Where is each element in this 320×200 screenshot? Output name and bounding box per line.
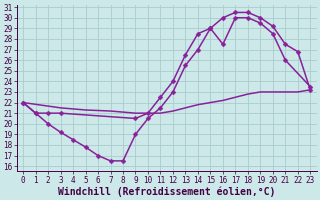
X-axis label: Windchill (Refroidissement éolien,°C): Windchill (Refroidissement éolien,°C) (58, 186, 276, 197)
